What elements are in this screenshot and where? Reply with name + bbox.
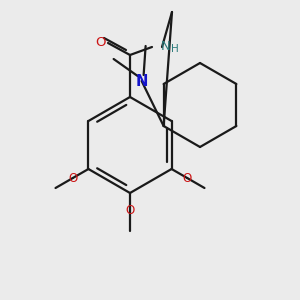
Text: O: O — [182, 172, 192, 184]
Text: O: O — [95, 37, 105, 50]
Text: O: O — [125, 205, 135, 218]
Text: H: H — [171, 44, 179, 54]
Text: O: O — [68, 172, 77, 184]
Text: N: N — [135, 74, 148, 88]
Text: N: N — [161, 40, 171, 53]
